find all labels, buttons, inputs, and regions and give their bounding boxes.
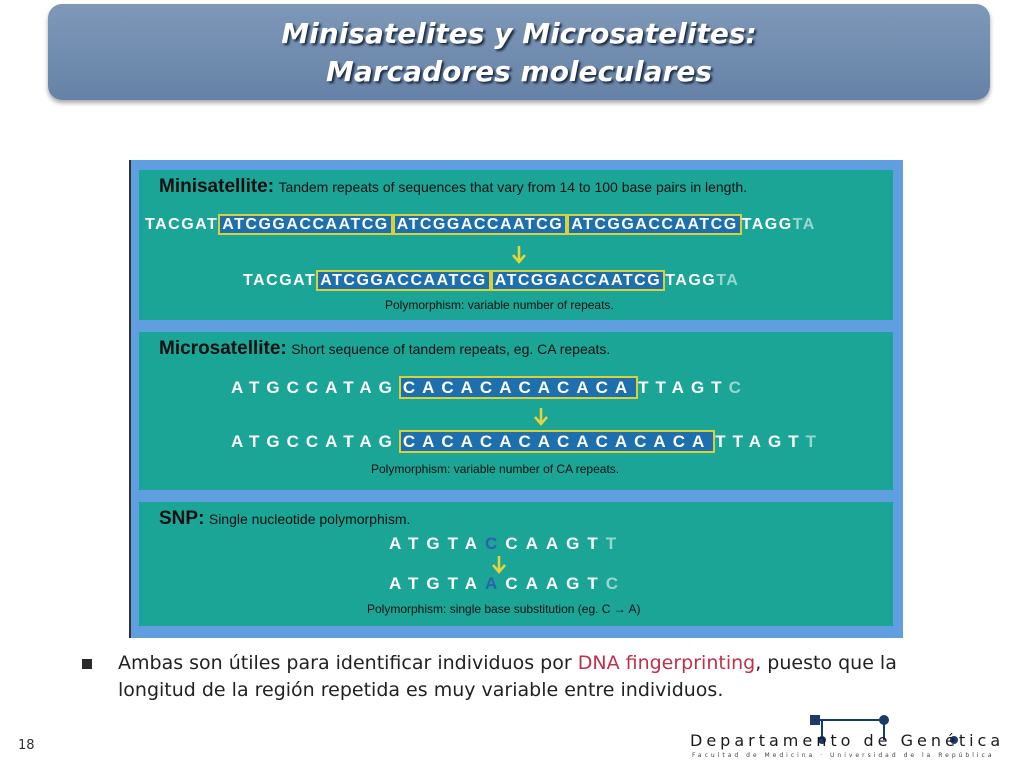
sequence-fade: C xyxy=(728,378,748,397)
sequence-right: TTAGT xyxy=(715,432,806,451)
sequence-right: TAGG xyxy=(665,272,717,289)
repeat-box: ATCGGACCAATCG xyxy=(567,214,742,235)
sequence-fade: TA xyxy=(716,272,740,289)
sequence-fade: T xyxy=(805,432,824,451)
snp-panel: SNP: Single nucleotide polymorphism. ATG… xyxy=(139,502,893,626)
minisatellite-title: Minisatellite: Tandem repeats of sequenc… xyxy=(159,176,747,198)
sequence-fade: TA xyxy=(792,216,816,233)
slide-title-line1: Minisatelites y Microsatelites: xyxy=(281,17,757,50)
microsatellite-title: Microsatellite: Short sequence of tandem… xyxy=(159,338,610,360)
snp-sequence-1: ATGTACCAAGTT xyxy=(389,534,624,554)
bullet-text-start: Ambas son útiles para identificar indivi… xyxy=(118,652,578,674)
markers-figure: Minisatellite: Tandem repeats of sequenc… xyxy=(129,160,903,638)
logo-subtitle: Facultad de Medicina · Universidad de la… xyxy=(692,752,995,759)
microsatellite-panel: Microsatellite: Short sequence of tandem… xyxy=(139,332,893,490)
repeat-box: CACACACACACA xyxy=(398,376,639,399)
sequence-left: ATGCCATAG xyxy=(231,378,399,397)
logo-department-name: Departamento de Genética xyxy=(690,731,1005,750)
sequence-left: TACGAT xyxy=(243,272,317,289)
sequence-fade: T xyxy=(605,534,625,553)
bullet-text-end: , puesto que la longitud de la región re… xyxy=(118,652,897,701)
slide-title-line2: Marcadores moleculares xyxy=(325,55,713,88)
repeat-box: ATCGGACCAATCG xyxy=(392,214,568,235)
minisatellite-heading: Minisatellite: xyxy=(159,176,275,197)
department-logo: Departamento de Genética Facultad de Med… xyxy=(690,714,1000,764)
sequence-left: ATGTA xyxy=(389,574,486,593)
snp-polymorphism: Polymorphism: single base substitution (… xyxy=(367,602,641,616)
sequence-fade: C xyxy=(605,574,627,593)
sequence-left: ATGCCATAG xyxy=(231,432,399,451)
slide-number: 18 xyxy=(18,738,35,753)
sequence-right: TTAGT xyxy=(638,378,729,397)
snp-heading: SNP: xyxy=(159,508,205,529)
minisatellite-panel: Minisatellite: Tandem repeats of sequenc… xyxy=(139,170,893,320)
snp-base: C xyxy=(485,534,506,553)
minisatellite-sequence-2: TACGAT ATCGGACCAATCG ATCGGACCAATCG TAGGTA xyxy=(243,270,740,291)
sequence-right: TAGG xyxy=(741,216,793,233)
minisatellite-polymorphism: Polymorphism: variable number of repeats… xyxy=(385,298,614,312)
microsatellite-heading: Microsatellite: xyxy=(159,338,287,359)
minisatellite-sequence-1: TACGAT ATCGGACCAATCG ATCGGACCAATCG ATCGGACC… xyxy=(145,214,816,235)
snp-base: A xyxy=(485,574,506,593)
down-arrow-icon xyxy=(512,246,526,264)
snp-title: SNP: Single nucleotide polymorphism. xyxy=(159,508,410,530)
bullet-item: Ambas son útiles para identificar indivi… xyxy=(82,650,942,704)
microsatellite-sequence-2: ATGCCATAG CACACACACACACACA TTAGTT xyxy=(231,430,824,453)
sequence-left: TACGAT xyxy=(145,216,219,233)
down-arrow-icon xyxy=(534,408,548,426)
repeat-box: ATCGGACCAATCG xyxy=(218,214,393,235)
bullet-square-icon xyxy=(82,659,92,669)
microsatellite-polymorphism: Polymorphism: variable number of CA repe… xyxy=(371,462,620,476)
repeat-box: ATCGGACCAATCG xyxy=(490,270,666,291)
sequence-right: CAAGT xyxy=(505,534,606,553)
repeat-box: CACACACACACACACA xyxy=(398,430,716,453)
down-arrow-icon xyxy=(492,556,506,574)
snp-description: Single nucleotide polymorphism. xyxy=(208,511,411,527)
sequence-left: ATGTA xyxy=(389,534,486,553)
repeat-box: ATCGGACCAATCG xyxy=(316,270,491,291)
snp-sequence-2: ATGTAACAAGTC xyxy=(389,574,626,594)
microsatellite-sequence-1: ATGCCATAG CACACACACACA TTAGTC xyxy=(231,376,748,399)
sequence-right: CAAGT xyxy=(505,574,606,593)
bullet-text: Ambas son útiles para identificar indivi… xyxy=(118,650,942,704)
dna-fingerprinting-term: DNA fingerprinting xyxy=(577,652,756,674)
microsatellite-description: Short sequence of tandem repeats, eg. CA… xyxy=(291,341,611,357)
logo-mark-icon xyxy=(810,715,958,744)
slide-title-bar: Minisatelites y Microsatelites: Marcador… xyxy=(48,4,990,100)
minisatellite-description: Tandem repeats of sequences that vary fr… xyxy=(278,179,748,195)
